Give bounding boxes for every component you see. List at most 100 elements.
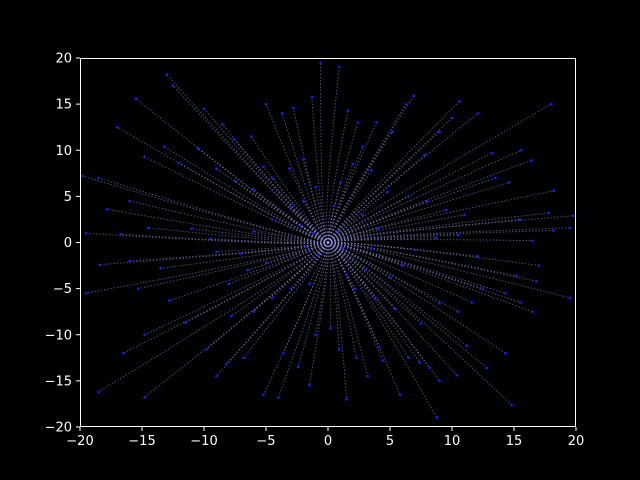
data-point-97: [310, 95, 314, 99]
data-point-149: [311, 231, 315, 235]
data-point-141: [270, 218, 274, 221]
data-point-79: [530, 159, 533, 162]
trail-134: [230, 242, 329, 317]
data-point-113: [314, 185, 317, 189]
trail-36: [315, 242, 329, 335]
data-point-77: [507, 181, 511, 184]
data-point-107: [233, 179, 237, 182]
data-point-68: [373, 297, 377, 301]
data-point-114: [339, 181, 342, 184]
data-point-76: [552, 189, 555, 193]
data-point-99: [280, 112, 284, 115]
trail-79: [327, 159, 532, 243]
data-point-96: [319, 61, 322, 64]
data-point-140: [252, 230, 255, 233]
data-point-48: [435, 416, 439, 420]
data-point-9: [128, 199, 131, 203]
trajectory-trails: [82, 62, 574, 419]
x-tick-label: 15: [506, 434, 523, 449]
data-point-78: [494, 176, 497, 180]
data-point-91: [375, 121, 378, 124]
trail-138: [241, 242, 329, 255]
data-point-36: [314, 333, 317, 337]
trail-120: [327, 209, 446, 243]
trail-123: [327, 237, 436, 243]
data-point-8: [177, 161, 181, 165]
trail-48: [327, 242, 438, 419]
data-point-143: [301, 199, 305, 203]
data-point-51: [465, 344, 469, 348]
data-point-35: [308, 384, 311, 387]
trail-124: [327, 241, 415, 251]
data-point-126: [388, 276, 392, 279]
data-point-2: [171, 84, 175, 87]
trail-9: [129, 200, 329, 244]
data-point-105: [196, 147, 200, 150]
data-point-27: [205, 348, 208, 351]
data-point-49: [438, 379, 441, 383]
trail-10: [107, 208, 329, 244]
y-axis-ticks: −20 −15 −10 −5 0 5 10 15 20: [45, 52, 80, 436]
data-point-110: [270, 176, 274, 180]
trail-92: [327, 146, 364, 243]
data-point-13: [146, 226, 150, 230]
data-point-94: [346, 109, 350, 112]
trail-127: [327, 242, 366, 271]
data-point-3: [134, 97, 138, 100]
data-point-147: [370, 246, 373, 250]
data-point-65: [438, 302, 441, 305]
data-point-15: [208, 237, 212, 241]
data-point-21: [84, 291, 88, 295]
data-point-86: [549, 102, 553, 106]
data-point-32: [277, 396, 280, 399]
trail-7: [164, 146, 329, 243]
data-point-18: [159, 267, 162, 270]
data-point-16: [98, 263, 102, 266]
data-point-39: [345, 398, 348, 401]
x-tick-label: 10: [444, 434, 461, 449]
trail-13: [148, 227, 329, 244]
y-tick-label: 5: [64, 190, 72, 205]
trail-15: [210, 238, 329, 244]
data-point-112: [301, 158, 305, 161]
data-point-129: [345, 273, 348, 277]
y-tick-label: −10: [45, 328, 72, 343]
data-point-46: [418, 361, 422, 364]
trail-116: [327, 170, 372, 243]
data-point-85: [438, 130, 441, 134]
axes-frame: [80, 58, 576, 427]
data-point-4: [81, 174, 84, 178]
data-point-121: [463, 213, 466, 217]
data-point-0: [115, 125, 119, 129]
data-point-22: [184, 321, 187, 325]
data-point-98: [291, 106, 295, 110]
data-point-6: [143, 155, 146, 159]
data-point-72: [568, 226, 572, 230]
x-tick-label: −5: [256, 434, 275, 449]
trail-119: [327, 200, 428, 243]
data-point-144: [332, 204, 336, 207]
trail-135: [228, 242, 329, 285]
data-point-122: [456, 233, 460, 237]
data-point-124: [413, 248, 417, 252]
data-point-43: [381, 359, 384, 362]
data-point-93: [356, 121, 360, 124]
data-point-95: [337, 65, 341, 69]
data-point-120: [444, 208, 448, 212]
data-point-101: [249, 135, 253, 138]
data-point-138: [239, 252, 243, 255]
data-point-33: [282, 351, 285, 355]
data-point-37: [329, 326, 332, 330]
trail-37: [327, 242, 332, 329]
data-point-130: [308, 282, 311, 286]
data-point-63: [470, 301, 474, 304]
data-point-28: [215, 374, 218, 378]
x-tick-label: −10: [190, 434, 217, 449]
data-point-87: [423, 153, 427, 157]
data-point-61: [568, 296, 572, 300]
trail-25: [98, 242, 329, 393]
data-point-118: [407, 195, 410, 198]
data-point-1: [165, 73, 169, 76]
y-tick-label: 15: [55, 98, 72, 113]
data-point-57: [504, 291, 507, 295]
